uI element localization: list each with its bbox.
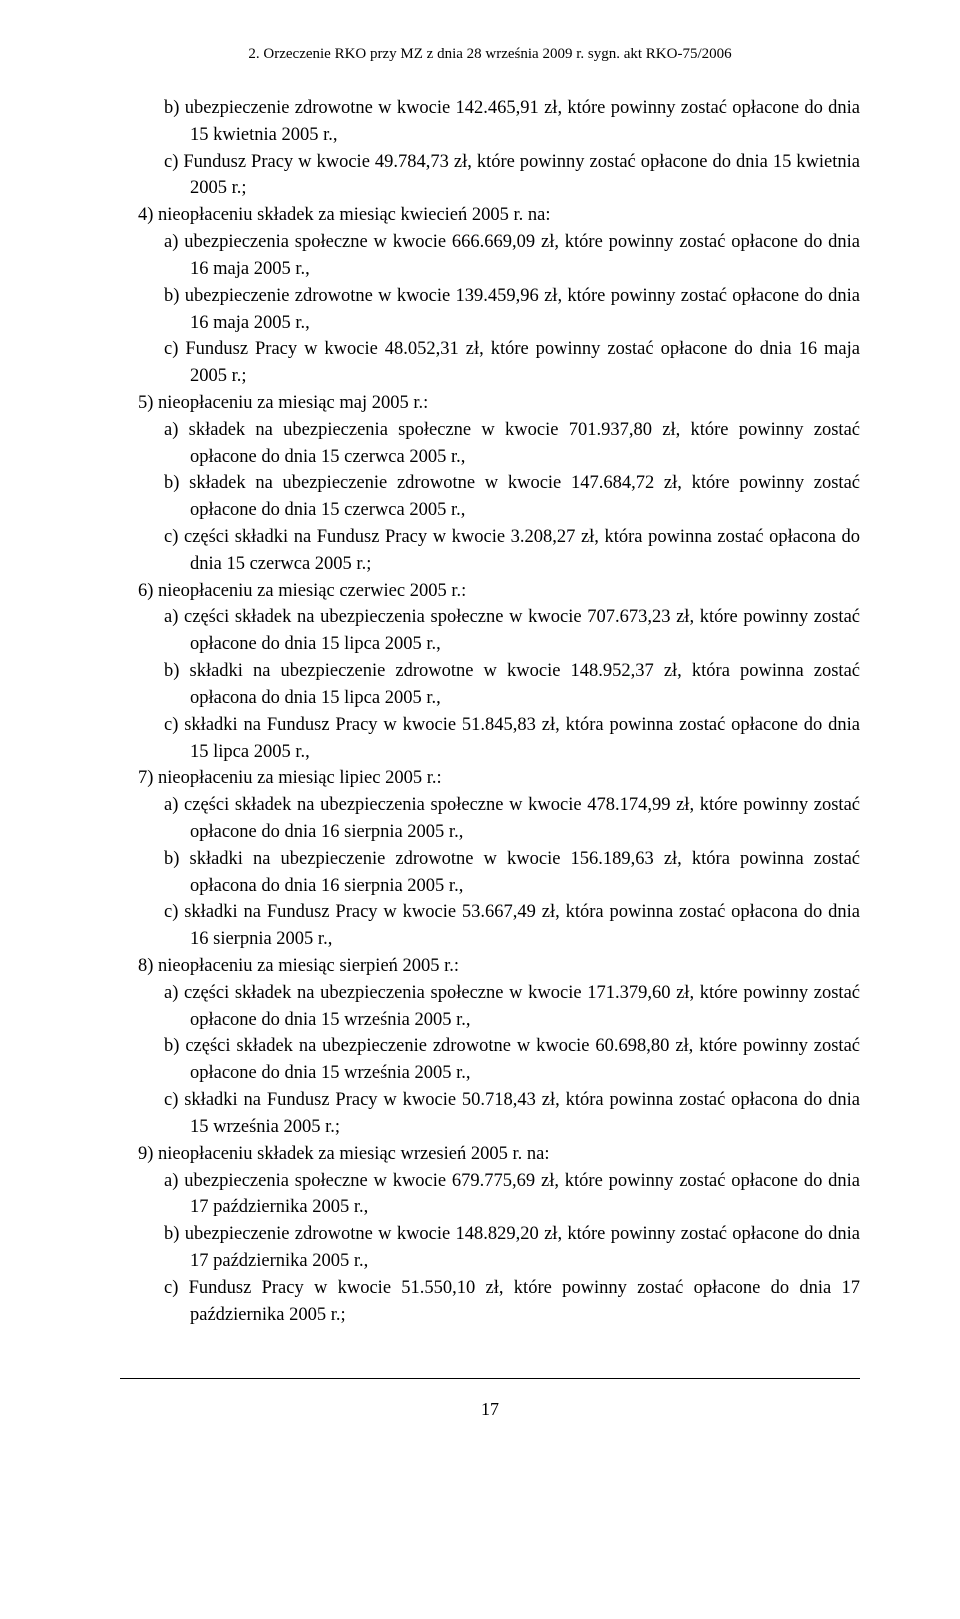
text-line: b) składki na ubezpieczenie zdrowotne w … xyxy=(120,846,860,900)
text-line: c) części składki na Fundusz Pracy w kwo… xyxy=(120,524,860,578)
text-line: c) Fundusz Pracy w kwocie 51.550,10 zł, … xyxy=(120,1275,860,1329)
page-header: 2. Orzeczenie RKO przy MZ z dnia 28 wrze… xyxy=(120,46,860,63)
text-line: b) ubezpieczenie zdrowotne w kwocie 139.… xyxy=(120,283,860,337)
text-line: a) ubezpieczenia społeczne w kwocie 666.… xyxy=(120,229,860,283)
text-line: b) ubezpieczenie zdrowotne w kwocie 142.… xyxy=(120,95,860,149)
text-line: 5) nieopłaceniu za miesiąc maj 2005 r.: xyxy=(120,390,860,417)
text-line: b) części składek na ubezpieczenie zdrow… xyxy=(120,1033,860,1087)
text-line: 4) nieopłaceniu składek za miesiąc kwiec… xyxy=(120,202,860,229)
text-line: b) ubezpieczenie zdrowotne w kwocie 148.… xyxy=(120,1221,860,1275)
text-line: 9) nieopłaceniu składek za miesiąc wrzes… xyxy=(120,1141,860,1168)
text-line: c) składki na Fundusz Pracy w kwocie 53.… xyxy=(120,899,860,953)
text-line: c) Fundusz Pracy w kwocie 48.052,31 zł, … xyxy=(120,336,860,390)
text-line: c) Fundusz Pracy w kwocie 49.784,73 zł, … xyxy=(120,149,860,203)
text-line: a) części składek na ubezpieczenia społe… xyxy=(120,604,860,658)
text-line: c) składki na Fundusz Pracy w kwocie 50.… xyxy=(120,1087,860,1141)
text-line: b) składki na ubezpieczenie zdrowotne w … xyxy=(120,658,860,712)
page-number: 17 xyxy=(120,1378,860,1420)
text-line: 8) nieopłaceniu za miesiąc sierpień 2005… xyxy=(120,953,860,980)
text-line: b) składek na ubezpieczenie zdrowotne w … xyxy=(120,470,860,524)
document-body: b) ubezpieczenie zdrowotne w kwocie 142.… xyxy=(120,95,860,1328)
text-line: c) składki na Fundusz Pracy w kwocie 51.… xyxy=(120,712,860,766)
text-line: 6) nieopłaceniu za miesiąc czerwiec 2005… xyxy=(120,578,860,605)
text-line: a) składek na ubezpieczenia społeczne w … xyxy=(120,417,860,471)
text-line: 7) nieopłaceniu za miesiąc lipiec 2005 r… xyxy=(120,765,860,792)
text-line: a) części składek na ubezpieczenia społe… xyxy=(120,980,860,1034)
text-line: a) części składek na ubezpieczenia społe… xyxy=(120,792,860,846)
text-line: a) ubezpieczenia społeczne w kwocie 679.… xyxy=(120,1168,860,1222)
